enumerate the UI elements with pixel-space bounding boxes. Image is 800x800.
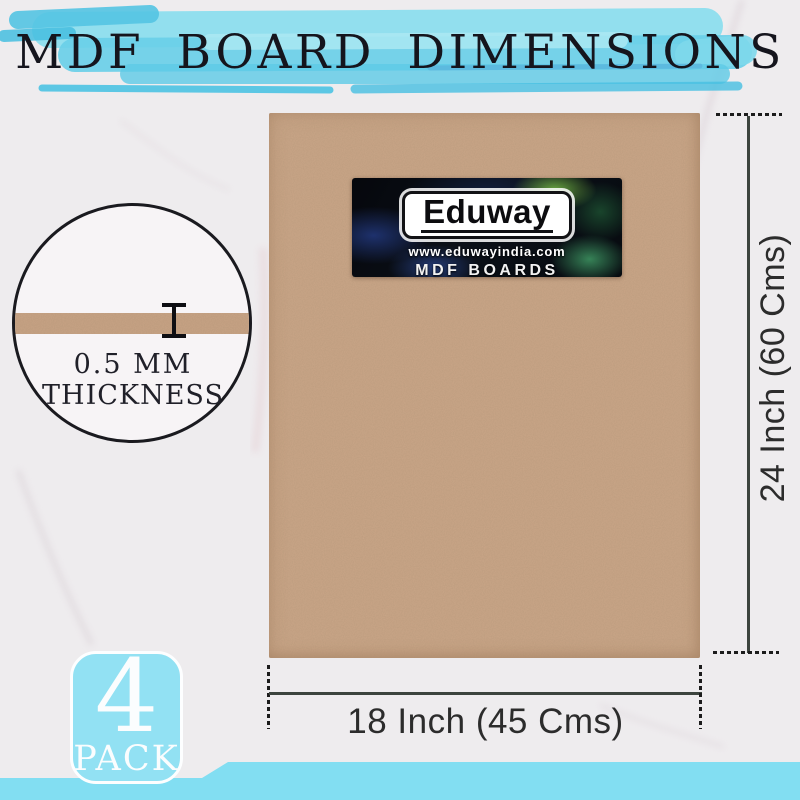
height-dimension-top-tick bbox=[716, 113, 782, 116]
thickness-marker-bottom-cap bbox=[162, 334, 186, 338]
width-dimension-right-tick bbox=[699, 665, 702, 729]
width-dimension-text: 18 Inch (45 Cms) bbox=[347, 702, 624, 741]
height-dimension-bottom-tick bbox=[713, 651, 779, 654]
thickness-label: THICKNESS bbox=[42, 380, 224, 411]
height-dimension-line bbox=[747, 116, 750, 653]
board-cross-section bbox=[15, 313, 249, 334]
brush-stroke-highlight bbox=[0, 5, 757, 94]
strip-grain-texture bbox=[15, 313, 249, 334]
thickness-callout-circle bbox=[12, 203, 252, 443]
pack-count-number: 4 bbox=[94, 638, 159, 755]
eduway-wordmark-box: Eduway bbox=[402, 191, 572, 239]
eduway-brand-label: Eduway www.eduwayindia.com MDF BOARDS bbox=[352, 178, 622, 279]
width-dimension-line bbox=[269, 692, 702, 695]
pack-count-label: PACK bbox=[73, 739, 180, 779]
mdf-board-image: Eduway www.eduwayindia.com MDF BOARDS bbox=[269, 113, 700, 658]
thickness-value: 0.5 MM bbox=[73, 349, 193, 380]
width-dimension-left-tick bbox=[267, 665, 270, 729]
pack-count-badge: 4 PACK bbox=[70, 638, 183, 784]
eduway-wordmark: Eduway bbox=[421, 195, 553, 233]
thickness-marker-top-cap bbox=[162, 303, 186, 307]
page-title: MDF BOARD DIMENSIONS bbox=[15, 24, 785, 80]
brand-website: www.eduwayindia.com bbox=[408, 244, 566, 259]
height-dimension-text: 24 Inch (60 Cms) bbox=[753, 233, 792, 503]
brand-product-name: MDF BOARDS bbox=[415, 262, 559, 279]
header: MDF BOARD DIMENSIONS bbox=[0, 0, 800, 105]
thickness-marker-bar bbox=[172, 305, 176, 336]
